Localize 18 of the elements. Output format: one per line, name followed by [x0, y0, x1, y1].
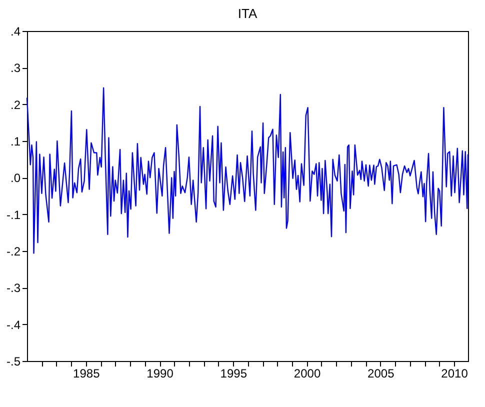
x-tick-label: 1995: [220, 366, 248, 380]
x-tick-label: 2010: [441, 366, 468, 380]
x-tick-label: 1990: [146, 366, 174, 380]
x-tick-label: 2005: [368, 366, 395, 380]
y-tick-label: -.1: [6, 208, 21, 222]
x-tick-label: 2000: [294, 366, 321, 380]
y-tick-label: -.3: [6, 281, 21, 296]
y-tick-label: -.5: [6, 354, 21, 368]
x-tick-label: 1985: [73, 366, 100, 380]
y-tick-label: -.4: [6, 318, 21, 332]
y-tick-label: -.2: [6, 244, 21, 258]
y-tick-label: .4: [10, 24, 21, 38]
chart-title: ITA: [238, 6, 258, 21]
y-tick-label: .0: [10, 171, 21, 186]
y-tick-label: .2: [10, 98, 21, 112]
line-series: [26, 87, 469, 254]
y-tick-label: .3: [10, 61, 21, 76]
y-tick-label: .1: [10, 134, 21, 148]
